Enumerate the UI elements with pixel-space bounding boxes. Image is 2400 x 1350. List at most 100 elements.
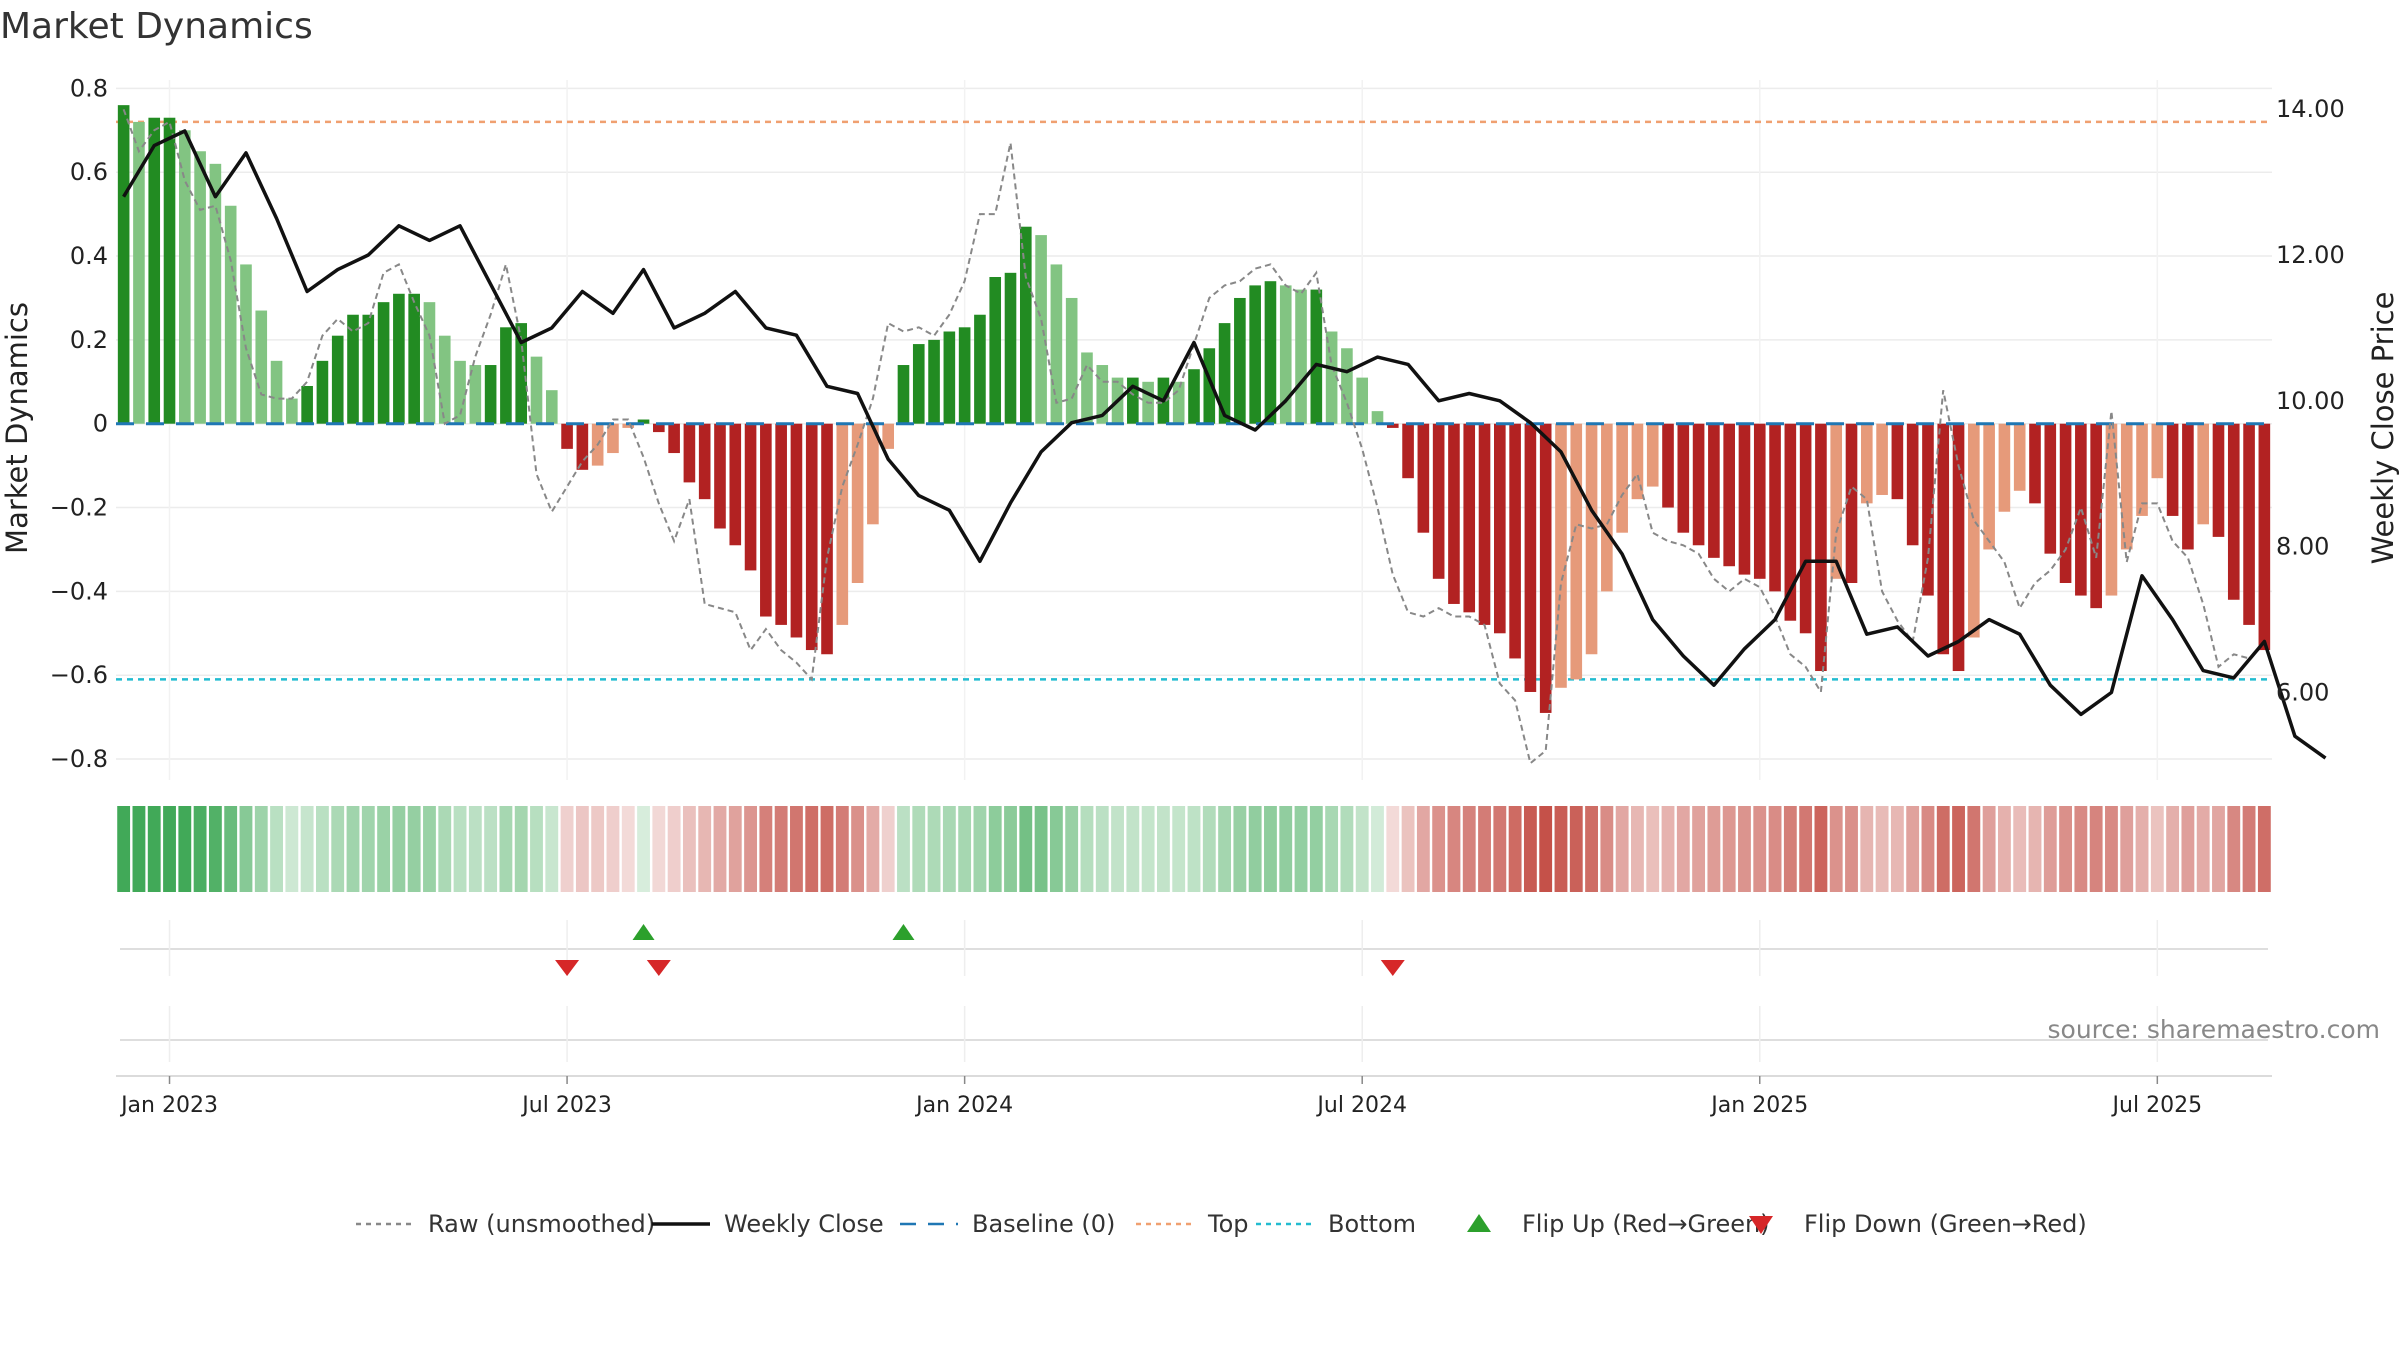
regime-strip-cell [407, 806, 421, 892]
regime-strip-cell [1111, 806, 1124, 892]
dynamics-bar [897, 365, 910, 424]
regime-strip-cell [1355, 806, 1369, 892]
regime-strip-cell [912, 806, 926, 892]
regime-strip-cell [499, 806, 513, 892]
y-tick-label: 0.6 [70, 158, 108, 186]
regime-strip-cell [1386, 806, 1400, 892]
dynamics-bar [912, 344, 925, 424]
legend-item: Top [1136, 1210, 1249, 1238]
regime-strip-cell [1141, 806, 1155, 892]
regime-strip-cell [652, 806, 666, 892]
regime-strip-cell [1997, 806, 2011, 892]
regime-strip-cell [224, 806, 238, 892]
regime-strip-cell [2166, 806, 2180, 892]
dynamics-bar [637, 419, 650, 424]
regime-strip-cell [1294, 806, 1308, 892]
regime-strip-cell [193, 806, 207, 892]
dynamics-bar [1463, 423, 1476, 613]
dynamics-bar [714, 423, 726, 529]
y-tick-label: 0 [93, 410, 108, 438]
dynamics-bar [500, 327, 512, 424]
dynamics-bar [377, 302, 390, 424]
x-tick-label: Jan 2025 [1709, 1093, 1808, 1118]
dynamics-bar [1218, 323, 1231, 424]
regime-strip-cell [2196, 806, 2210, 892]
regime-strip-cell [2150, 806, 2164, 892]
regime-strip-cell [1218, 806, 1232, 892]
regime-strip-cell [1080, 806, 1094, 892]
regime-strip-cell [1172, 806, 1186, 892]
dynamics-bar [1738, 423, 1751, 575]
legend: Raw (unsmoothed) Weekly Close Baseline (0)… [356, 1210, 2087, 1238]
dynamics-bar [1127, 377, 1139, 424]
weekly-close-line [122, 129, 2327, 760]
regime-strip-cell [866, 806, 880, 892]
x-axis: Jan 2023 Jul 2023 Jan 2024 Jul 2024 Jan 2025… [119, 1076, 2202, 1118]
regime-strip-cell [1982, 806, 1996, 892]
dynamics-bar [744, 423, 757, 571]
flip-up-marker [892, 924, 915, 940]
flip-down-marker [646, 960, 671, 976]
dynamics-bar [1065, 297, 1078, 424]
regime-strip-cell [2181, 806, 2195, 892]
regime-strip-cell [835, 806, 849, 892]
dynamics-bar [1769, 423, 1781, 592]
regime-strip-cell [958, 806, 972, 892]
regime-strip-cell [1049, 806, 1063, 892]
weekly-close-series [122, 129, 2327, 760]
regime-strip-cell [1646, 806, 1660, 892]
dynamics-bar [362, 314, 375, 424]
regime-strip-cell [1631, 806, 1644, 892]
dynamics-bar [1845, 423, 1858, 583]
dynamics-bar [836, 423, 849, 625]
regime-strip-cell [208, 806, 222, 892]
y-tick-label: 0.2 [70, 326, 108, 354]
regime-strip-cell [1845, 806, 1858, 892]
flip-down-marker [1380, 960, 1405, 976]
y2-axis-label: Weekly Close Price [2366, 292, 2400, 565]
regime-strip-cell [1814, 806, 1828, 892]
dynamics-bar [943, 331, 956, 424]
dynamics-bar [1417, 423, 1430, 533]
y-axis-left: 0.8 0.6 0.4 0.2 0 −0.2 −0.4 −0.6 −0.8 [50, 74, 108, 773]
dynamics-bar [1341, 348, 1353, 424]
dynamics-bar [2182, 423, 2194, 550]
dynamics-bar [1310, 289, 1323, 424]
dynamics-bar [194, 151, 206, 424]
dynamics-bar [255, 310, 268, 424]
regime-strip-cell [942, 806, 956, 892]
regime-strip-cell [1004, 806, 1017, 892]
regime-strip-cell [988, 806, 1002, 892]
dynamics-bar [1799, 423, 1812, 634]
regime-strip-cell [2135, 806, 2149, 892]
dynamics-bar [1081, 352, 1093, 424]
dynamics-bar [1723, 423, 1735, 567]
regime-strip-cell [254, 806, 268, 892]
regime-strip-cell [790, 806, 803, 892]
regime-strip-cell [1936, 806, 1950, 892]
dynamics-bar [729, 423, 742, 546]
regime-strip-cell [1829, 806, 1843, 892]
regime-strip-cell [468, 806, 482, 892]
dynamics-bar [1784, 423, 1797, 621]
x-tick-label: Jul 2023 [520, 1093, 612, 1118]
legend-item: Flip Down (Green→Red) [1749, 1210, 2087, 1238]
regime-strip-cell [530, 806, 543, 892]
dynamics-bar [423, 302, 436, 424]
dynamics-bar [331, 335, 344, 424]
raw-series [116, 108, 2272, 765]
dynamics-bar [867, 423, 879, 525]
regime-strip-cell [1034, 806, 1048, 892]
y-tick-label: −0.6 [50, 661, 108, 689]
dynamics-bar [1325, 331, 1338, 424]
dynamics-bar [2151, 423, 2164, 479]
regime-strip-cell [1233, 806, 1247, 892]
regime-strip-cell [1401, 806, 1415, 892]
dynamics-bar [1983, 423, 1995, 550]
regime-strip-cell [698, 806, 712, 892]
regime-strip-cell [1095, 806, 1109, 892]
dynamics-bar [2243, 423, 2255, 625]
regime-strip-cell [346, 806, 360, 892]
legend-item: Bottom [1256, 1210, 1416, 1238]
regime-strip-cell [667, 806, 681, 892]
